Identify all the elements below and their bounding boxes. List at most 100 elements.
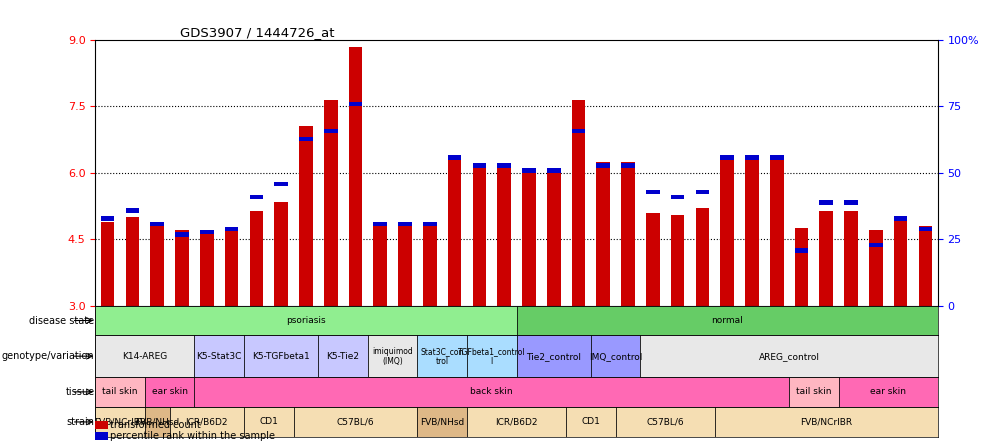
Bar — [770, 155, 783, 306]
Text: ear skin: ear skin — [151, 387, 187, 396]
Text: imiquimod
(IMQ): imiquimod (IMQ) — [372, 347, 413, 365]
Bar — [224, 230, 238, 306]
Text: C57BL/6: C57BL/6 — [337, 417, 374, 426]
Bar — [645, 190, 659, 194]
Bar — [169, 407, 243, 437]
Text: Tie2_control: Tie2_control — [526, 352, 580, 361]
Text: strain: strain — [66, 417, 94, 427]
Bar — [150, 222, 164, 306]
Bar — [243, 335, 318, 377]
Bar — [125, 217, 139, 306]
Bar — [150, 222, 164, 226]
Bar — [249, 195, 263, 199]
Bar — [144, 377, 194, 407]
Bar — [423, 226, 436, 306]
Bar — [819, 210, 833, 306]
Text: genotype/variation: genotype/variation — [2, 351, 94, 361]
Text: GDS3907 / 1444726_at: GDS3907 / 1444726_at — [179, 26, 334, 39]
Bar — [893, 216, 907, 221]
Bar — [596, 163, 609, 167]
Bar — [670, 195, 683, 199]
Bar — [349, 102, 362, 107]
Bar — [324, 129, 337, 133]
Bar — [719, 155, 733, 159]
Bar — [571, 100, 585, 306]
Bar — [275, 182, 288, 186]
Bar — [243, 407, 294, 437]
Bar — [447, 155, 461, 159]
Bar — [95, 335, 194, 377]
Bar — [620, 163, 634, 167]
Bar — [368, 335, 417, 377]
Bar — [299, 127, 313, 306]
Text: FVB/NCrIBR: FVB/NCrIBR — [800, 417, 852, 426]
Text: FVB/NHsd: FVB/NHsd — [420, 417, 464, 426]
Bar — [472, 163, 486, 167]
Bar — [373, 226, 387, 306]
Text: transformed count: transformed count — [110, 420, 200, 430]
Bar — [918, 226, 931, 306]
Bar — [838, 377, 937, 407]
Bar — [144, 407, 169, 437]
Text: FVB/NCrIBR: FVB/NCrIBR — [94, 417, 146, 426]
Bar — [719, 159, 733, 306]
Text: percentile rank within the sample: percentile rank within the sample — [110, 431, 276, 440]
Bar — [868, 243, 882, 247]
Bar — [101, 216, 114, 221]
Bar — [844, 200, 857, 205]
Bar — [199, 230, 213, 306]
Bar — [868, 230, 882, 306]
Bar — [546, 170, 560, 306]
Bar — [596, 162, 609, 306]
Bar — [398, 226, 412, 306]
Text: tail skin: tail skin — [102, 387, 137, 396]
Bar — [571, 129, 585, 133]
Text: ICR/B6D2: ICR/B6D2 — [495, 417, 537, 426]
Bar — [770, 155, 783, 159]
Bar — [497, 163, 510, 167]
Bar — [299, 137, 313, 141]
Bar — [324, 100, 337, 306]
Bar — [467, 407, 565, 437]
Bar — [522, 168, 535, 173]
Text: K14-AREG: K14-AREG — [122, 352, 167, 361]
Text: TGFbeta1_control
l: TGFbeta1_control l — [458, 347, 525, 365]
Text: C57BL/6: C57BL/6 — [645, 417, 683, 426]
Bar — [423, 222, 436, 226]
Bar — [95, 306, 516, 335]
Bar — [522, 168, 535, 306]
Text: ICR/B6D2: ICR/B6D2 — [185, 417, 227, 426]
Bar — [645, 213, 659, 306]
Bar — [199, 230, 213, 234]
Text: IMQ_control: IMQ_control — [588, 352, 641, 361]
Text: psoriasis: psoriasis — [286, 316, 326, 325]
Bar — [516, 335, 590, 377]
Bar — [373, 222, 387, 226]
Bar — [101, 222, 114, 306]
Bar — [194, 335, 243, 377]
Text: back skin: back skin — [470, 387, 513, 396]
Bar — [744, 157, 759, 306]
Bar — [417, 335, 467, 377]
Bar — [447, 157, 461, 306]
Bar — [819, 200, 833, 205]
Text: K5-Stat3C: K5-Stat3C — [196, 352, 241, 361]
Bar — [789, 377, 838, 407]
Bar — [349, 47, 362, 306]
Bar — [744, 155, 759, 159]
Bar — [670, 215, 683, 306]
Text: AREG_control: AREG_control — [758, 352, 819, 361]
Bar — [794, 228, 808, 306]
Bar — [467, 335, 516, 377]
Bar — [695, 190, 708, 194]
Bar — [546, 168, 560, 173]
Bar — [497, 166, 510, 306]
Bar — [893, 217, 907, 306]
Bar — [275, 202, 288, 306]
Text: tail skin: tail skin — [796, 387, 831, 396]
Bar — [640, 335, 937, 377]
Bar — [194, 377, 789, 407]
Text: ear skin: ear skin — [870, 387, 906, 396]
Bar — [794, 248, 808, 253]
Text: K5-TGFbeta1: K5-TGFbeta1 — [253, 352, 310, 361]
